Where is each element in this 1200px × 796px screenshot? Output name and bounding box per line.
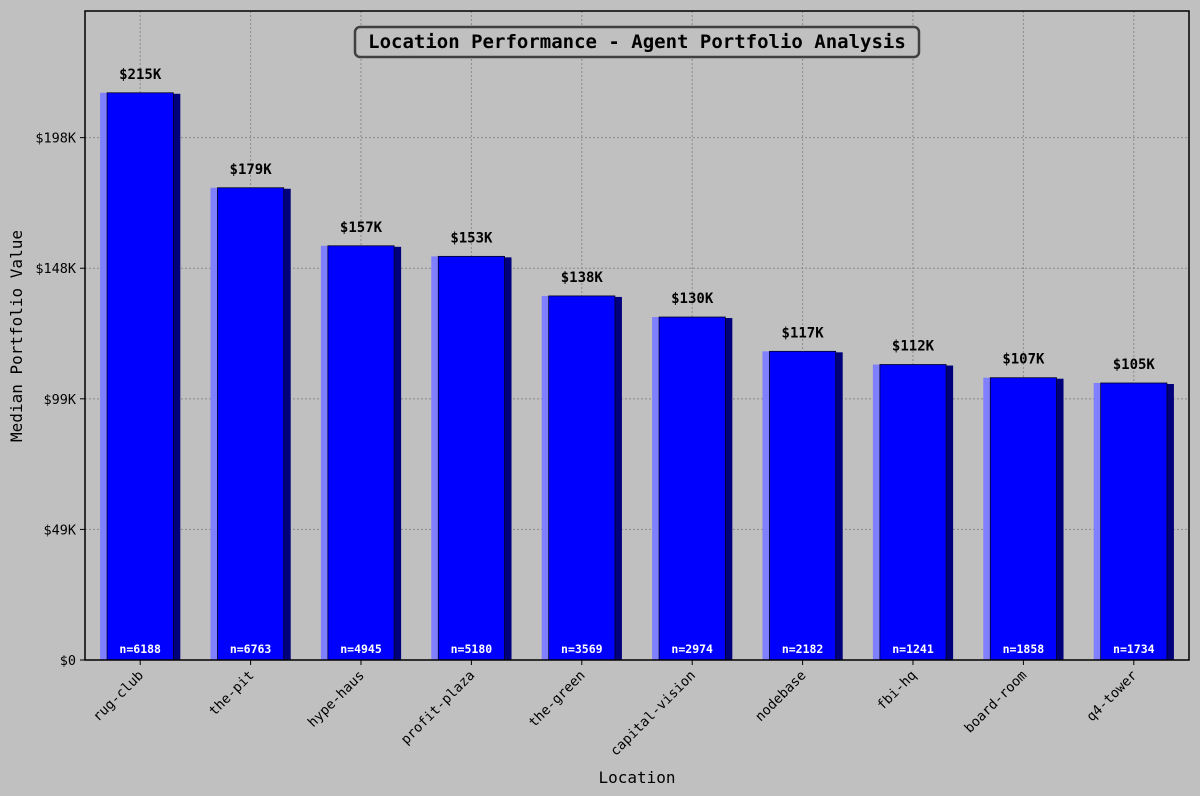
bar-shadow bbox=[173, 93, 181, 661]
bar bbox=[217, 187, 285, 661]
chart-title-group: Location Performance - Agent Portfolio A… bbox=[353, 25, 921, 59]
x-tick-label: nodebase bbox=[752, 668, 809, 725]
bar-shadow bbox=[504, 257, 512, 660]
bar-group-hype-haus: $157K n=4945 bbox=[320, 220, 402, 661]
bar-highlight bbox=[210, 187, 218, 660]
bar-shadow bbox=[1166, 383, 1174, 660]
bar-highlight bbox=[762, 351, 770, 660]
bar-group-board-room: $107K n=1858 bbox=[983, 352, 1064, 661]
x-axis-label: Location bbox=[598, 768, 675, 787]
bar-group-fbi-hq: $112K n=1241 bbox=[872, 339, 954, 661]
bar-group-rug-club: $215K n=6188 bbox=[100, 67, 181, 661]
x-tick-label: rug-club bbox=[90, 668, 147, 725]
bar-value-label: $107K bbox=[1002, 352, 1045, 368]
bar-highlight bbox=[983, 377, 991, 660]
bar-count-label: n=4945 bbox=[340, 642, 382, 656]
bar-value-label: $105K bbox=[1113, 357, 1156, 373]
bar-count-label: n=6763 bbox=[230, 642, 272, 656]
bar-highlight bbox=[652, 317, 660, 660]
bar-count-label: n=2974 bbox=[671, 642, 713, 656]
bars-layer: $215K n=6188 $179K n=6763 $157K n=4945 $153K n=… bbox=[100, 67, 1174, 661]
bar-count-label: n=1241 bbox=[892, 642, 934, 656]
y-tick-label: $49K bbox=[43, 522, 76, 538]
y-tick-label: $148K bbox=[35, 261, 77, 277]
bar-value-label: $112K bbox=[892, 339, 935, 355]
y-axis-label: Median Portfolio Value bbox=[7, 230, 26, 442]
bar-group-profit-plaza: $153K n=5180 bbox=[431, 230, 512, 661]
bar-shadow bbox=[394, 246, 402, 660]
bar bbox=[106, 92, 174, 661]
chart-title: Location Performance - Agent Portfolio A… bbox=[368, 31, 906, 53]
bar-shadow bbox=[1056, 378, 1064, 660]
bar-group-q4-tower: $105K n=1734 bbox=[1093, 357, 1174, 661]
bar-count-label: n=1734 bbox=[1113, 642, 1155, 656]
bar bbox=[879, 364, 947, 661]
bar bbox=[327, 245, 395, 661]
bar-highlight bbox=[1093, 382, 1101, 660]
bar-group-capital-vision: $130K n=2974 bbox=[652, 291, 733, 661]
bar-shadow bbox=[835, 352, 843, 660]
bar-value-label: $179K bbox=[230, 162, 273, 178]
bar-group-the-green: $138K n=3569 bbox=[541, 270, 622, 661]
bar-count-label: n=1858 bbox=[1003, 642, 1045, 656]
y-tick-label: $198K bbox=[35, 131, 77, 147]
bar bbox=[989, 377, 1057, 661]
bar bbox=[437, 255, 505, 661]
bar-group-nodebase: $117K n=2182 bbox=[762, 325, 843, 661]
bar-highlight bbox=[431, 256, 439, 660]
y-tick-label: $99K bbox=[43, 392, 76, 408]
bar-value-label: $153K bbox=[450, 230, 493, 246]
x-tick-label: board-room bbox=[961, 668, 1030, 737]
bar bbox=[1100, 382, 1168, 661]
bar-highlight bbox=[320, 245, 328, 660]
bar-highlight bbox=[872, 364, 880, 660]
x-tick-label: q4-tower bbox=[1083, 668, 1140, 725]
bar-value-label: $130K bbox=[671, 291, 714, 307]
bar-count-label: n=3569 bbox=[561, 642, 603, 656]
x-tick-label: fbi-hq bbox=[874, 668, 920, 714]
x-tick-label: the-green bbox=[526, 668, 589, 731]
bar-count-label: n=2182 bbox=[782, 642, 824, 656]
bar-value-label: $117K bbox=[782, 325, 825, 341]
x-tick-label: profit-plaza bbox=[398, 668, 478, 748]
bar-value-label: $215K bbox=[119, 67, 162, 83]
bar-highlight bbox=[100, 92, 108, 661]
bar-value-label: $157K bbox=[340, 220, 383, 236]
chart-title-box bbox=[353, 25, 921, 59]
bar-value-label: $138K bbox=[561, 270, 604, 286]
bar-shadow bbox=[614, 296, 622, 660]
bar-shadow bbox=[283, 188, 291, 660]
y-tick-label: $0 bbox=[60, 653, 76, 669]
bar-count-label: n=5180 bbox=[451, 642, 493, 656]
bar-shadow bbox=[725, 318, 733, 660]
x-tick-label: the-pit bbox=[206, 668, 258, 720]
bar bbox=[769, 350, 837, 661]
x-tick-label: hype-haus bbox=[305, 668, 368, 731]
bar-shadow bbox=[946, 365, 954, 660]
bar-highlight bbox=[541, 295, 549, 660]
bar-count-label: n=6188 bbox=[119, 642, 161, 656]
bar bbox=[658, 316, 726, 661]
x-tick-label: capital-vision bbox=[607, 668, 699, 760]
plot-frame bbox=[84, 10, 1190, 661]
bar bbox=[548, 295, 616, 661]
bar-group-the-pit: $179K n=6763 bbox=[210, 162, 291, 661]
